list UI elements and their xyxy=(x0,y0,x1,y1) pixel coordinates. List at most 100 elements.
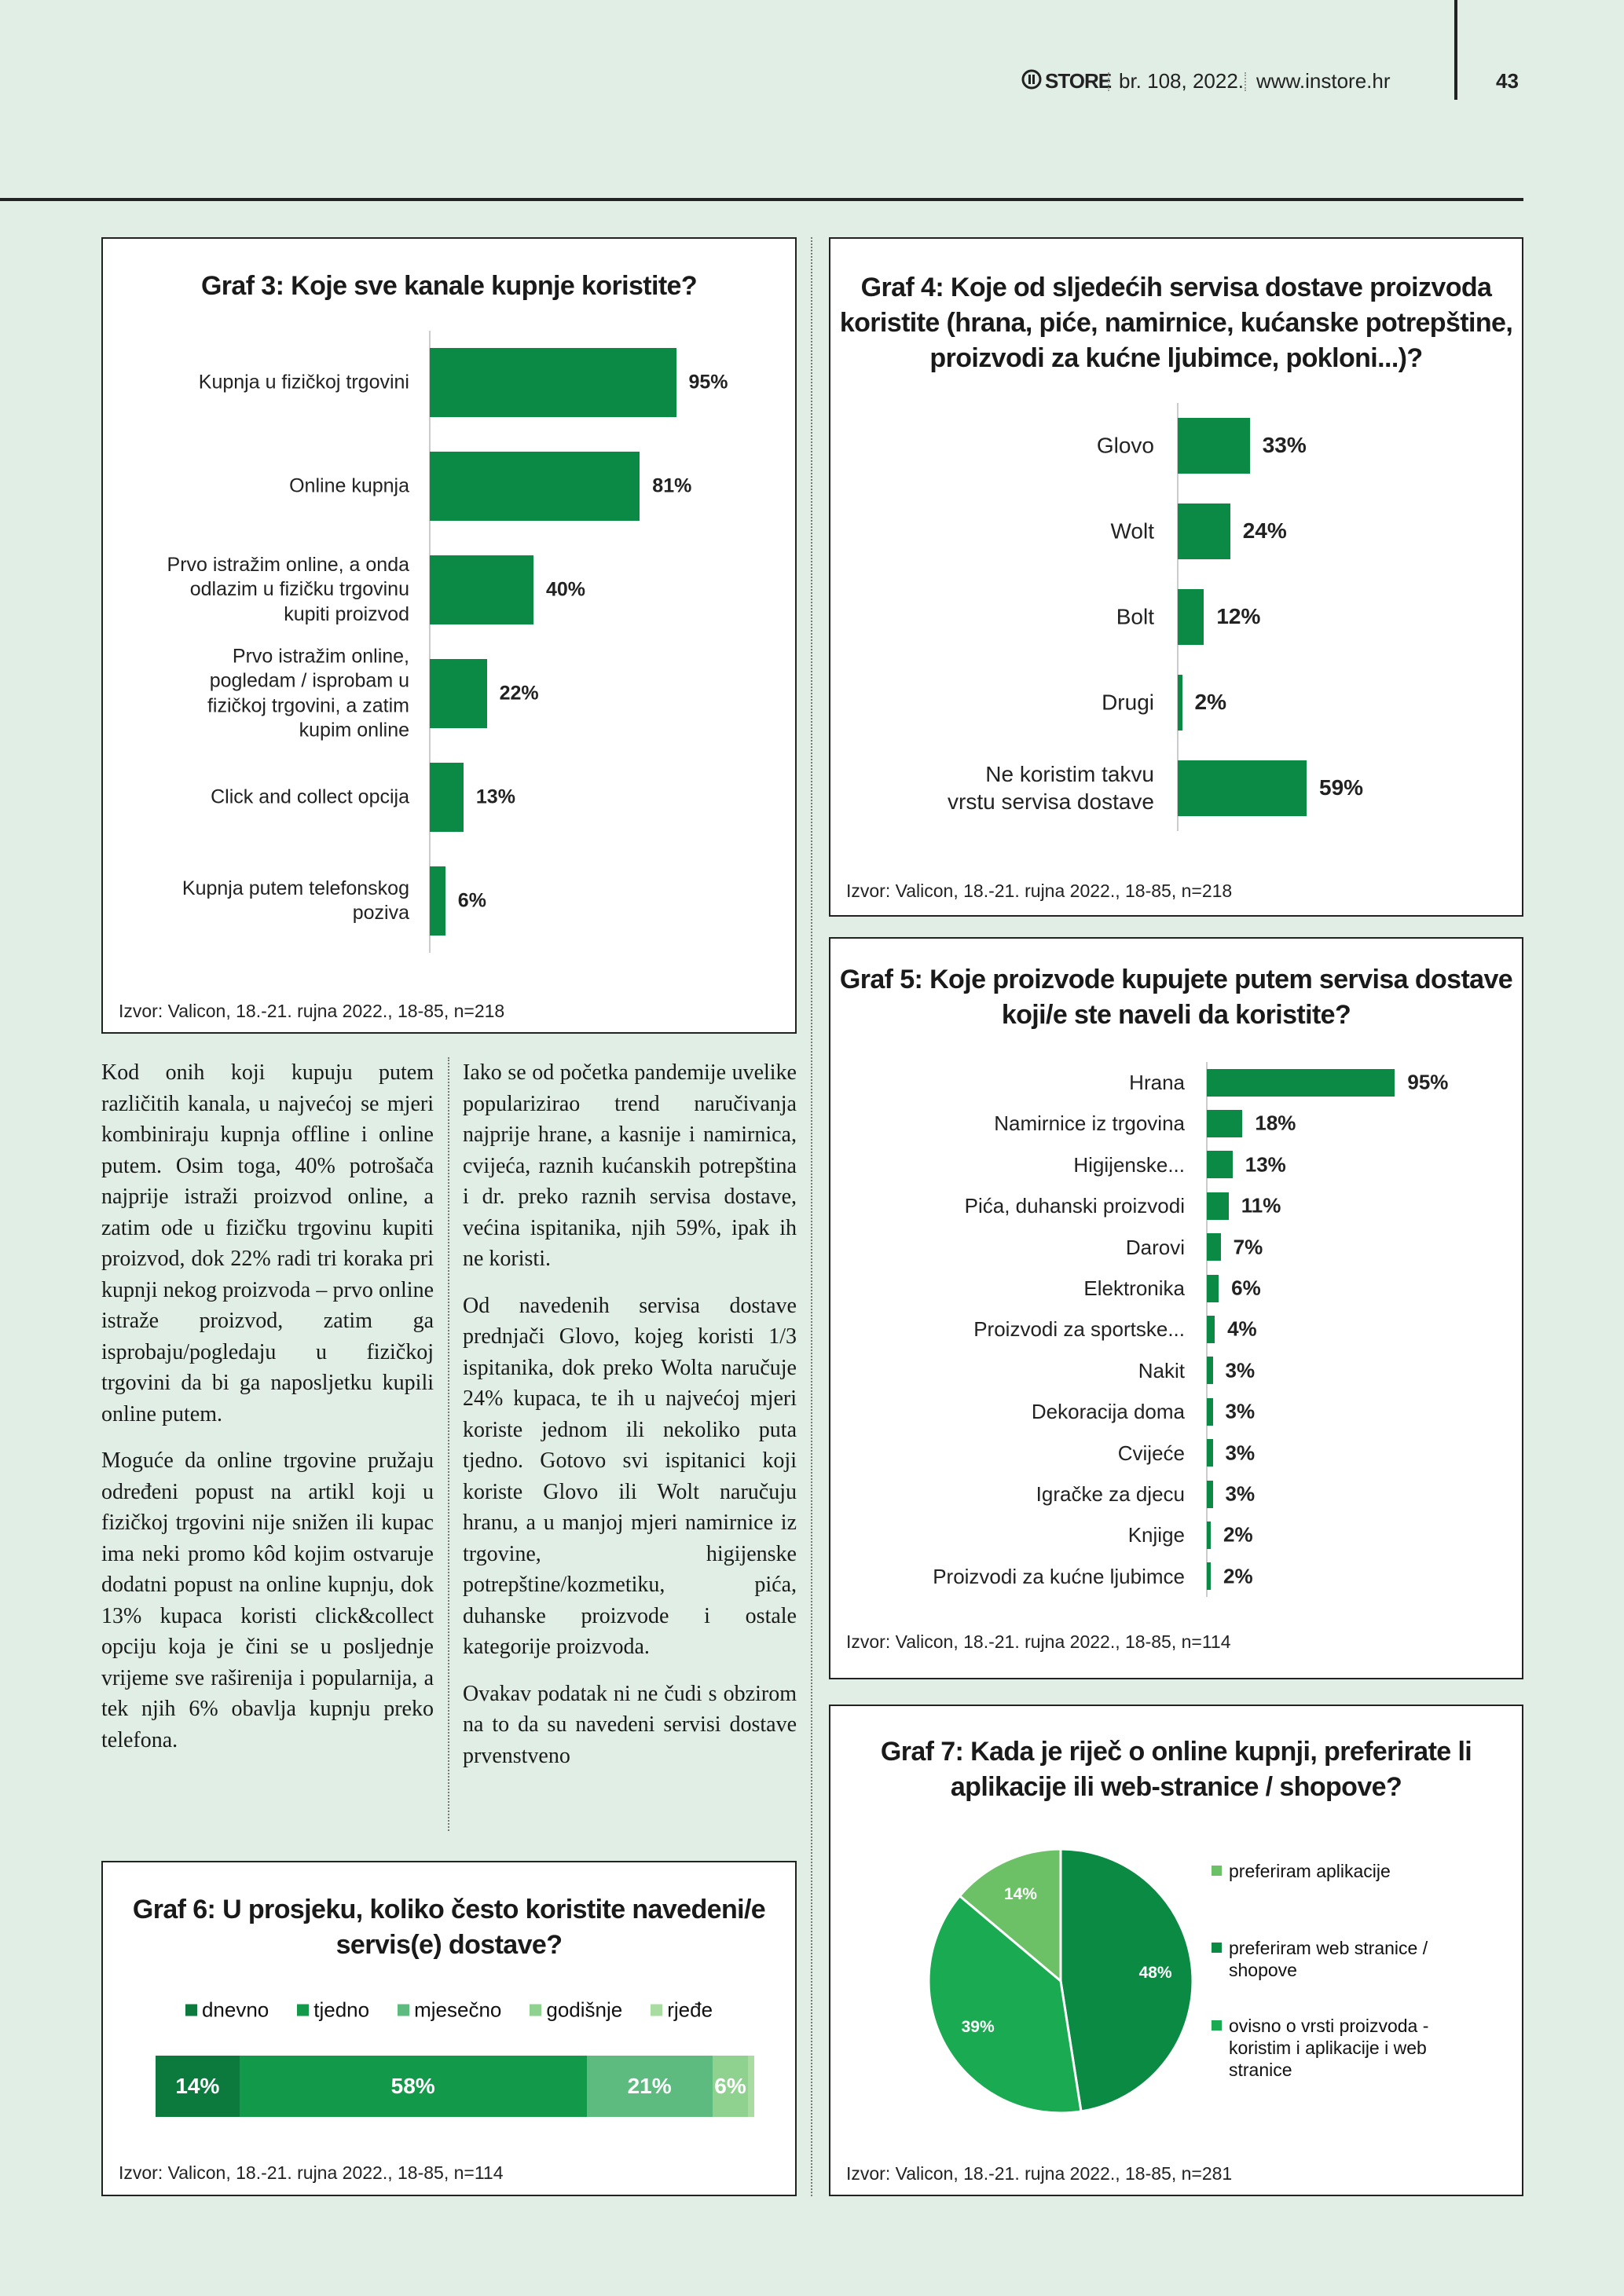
bar xyxy=(430,348,676,417)
bar xyxy=(430,763,464,832)
chart-title: Graf 7: Kada je riječ o online kupnji, p… xyxy=(880,1737,1472,1802)
value-label: 3% xyxy=(1225,1399,1256,1423)
chart-title: Graf 4: Koje od sljedećih servisa dostav… xyxy=(839,273,1513,373)
column-divider xyxy=(448,1057,449,1831)
category-label: Proizvodi za sportske... xyxy=(973,1317,1185,1342)
legend-label: ovisno o vrsti proizvoda - koristim i ap… xyxy=(1229,2016,1429,2080)
category-label: Pića, duhanski proizvodi xyxy=(964,1193,1185,1218)
value-label: 3% xyxy=(1225,1358,1256,1382)
pie-chart: 14% 48% 39% xyxy=(927,1847,1194,2115)
axis-line xyxy=(429,331,431,953)
legend-item: tjedno xyxy=(297,1998,369,2023)
legend-item: dnevno xyxy=(185,1998,269,2023)
legend-label: mjesečno xyxy=(414,1998,502,2022)
bar xyxy=(1207,1357,1213,1385)
legend-label: tjedno xyxy=(313,1998,370,2022)
legend: dnevno tjedno mjesečno godišnje rjeđe xyxy=(103,1998,795,2023)
paragraph: Iako se od početka pandemije uvelike pop… xyxy=(463,1060,797,1271)
value-label: 6% xyxy=(714,2074,746,2098)
category-label: Bolt xyxy=(1116,604,1154,629)
article-column: Iako se od početka pandemije uvelike pop… xyxy=(463,1057,797,1840)
bar xyxy=(1207,1109,1243,1137)
bar xyxy=(430,452,640,521)
bar xyxy=(1207,1397,1213,1426)
value-label: 58% xyxy=(390,2074,435,2098)
value-label: 3% xyxy=(1225,1481,1256,1506)
bar xyxy=(1178,674,1182,731)
value-label: 2% xyxy=(1194,690,1227,714)
legend-label: rjeđe xyxy=(667,1998,713,2022)
value-label: 2% xyxy=(1223,1522,1253,1547)
legend-swatch xyxy=(1212,1943,1222,1953)
separator xyxy=(1108,72,1109,91)
bar xyxy=(1207,1192,1229,1220)
category-label: Prvo istražim online, a onda odlazim u f… xyxy=(167,554,409,625)
slice-label: 48% xyxy=(1139,1964,1172,1982)
category-label: Cvijeće xyxy=(1117,1441,1185,1465)
legend-label: preferiram web stranice / shopove xyxy=(1229,1938,1428,1980)
chart-box: Graf 7: Kada je riječ o online kupnji, p… xyxy=(829,1705,1523,2196)
chart-title: Graf 6: U prosjeku, koliko često koristi… xyxy=(132,1895,766,1960)
value-label: 6% xyxy=(457,889,486,912)
bar-segment xyxy=(239,2056,587,2117)
value-label: 13% xyxy=(475,785,515,808)
chart-title: Graf 5: Koje proizvode kupujete putem se… xyxy=(839,965,1513,1030)
slice-label: 14% xyxy=(1004,1885,1037,1903)
category-label: Igračke za djecu xyxy=(1036,1481,1185,1506)
separator xyxy=(1245,72,1246,91)
slice-label: 39% xyxy=(962,2018,995,2036)
chart-box: Graf 6: U prosjeku, koliko često koristi… xyxy=(101,1861,797,2196)
value-label: 13% xyxy=(1245,1152,1286,1177)
chart-source: Izvor: Valicon, 18.-21. rujna 2022., 18-… xyxy=(846,881,1233,901)
chart-box: Graf 5: Koje proizvode kupujete putem se… xyxy=(829,937,1523,1679)
bar xyxy=(1207,1233,1221,1262)
category-label: Elektronika xyxy=(1083,1276,1185,1300)
category-label: Click and collect opcija xyxy=(211,785,409,808)
legend-swatch xyxy=(530,2004,542,2016)
category-label: Glovo xyxy=(1096,433,1154,458)
legend-label: preferiram aplikacije xyxy=(1229,1861,1391,1881)
paragraph: Od navedenih servisa dostave prednjači G… xyxy=(463,1293,797,1660)
header-rule xyxy=(1454,0,1457,100)
value-label: 6% xyxy=(1231,1276,1261,1300)
bar xyxy=(1178,588,1204,645)
bar-segment xyxy=(748,2056,754,2117)
bar xyxy=(1207,1439,1213,1467)
category-label: Kupnja putem telefonskog poziva xyxy=(181,877,409,924)
bar-segment xyxy=(586,2056,713,2117)
bar xyxy=(1207,1315,1215,1343)
legend-swatch xyxy=(1212,1866,1222,1876)
bar xyxy=(1207,1274,1219,1302)
paragraph: Ovakav podatak ni ne čudi s obzirom na t… xyxy=(463,1681,797,1768)
legend-label: dnevno xyxy=(201,1998,269,2022)
value-label: 24% xyxy=(1242,518,1287,543)
logo-icon xyxy=(1021,69,1042,90)
category-label: Nakit xyxy=(1138,1358,1185,1382)
value-label: 12% xyxy=(1216,604,1261,628)
page-number: 43 xyxy=(1496,69,1519,93)
category-label: Darovi xyxy=(1125,1235,1185,1259)
legend-item: preferiram aplikacije xyxy=(1212,1860,1457,1882)
bar xyxy=(1207,1151,1233,1179)
category-label: Kupnja u fizičkoj trgovini xyxy=(198,371,409,394)
value-label: 95% xyxy=(1407,1070,1449,1094)
bar xyxy=(1178,417,1250,474)
legend-item: ovisno o vrsti proizvoda - koristim i ap… xyxy=(1212,2015,1457,2081)
value-label: 14% xyxy=(175,2074,220,2098)
chart-title: Graf 3: Koje sve kanale kupnje koristite… xyxy=(200,271,698,301)
value-label: 7% xyxy=(1233,1235,1263,1259)
value-label: 21% xyxy=(627,2074,672,2098)
category-label: Proizvodi za kućne ljubimce xyxy=(933,1564,1185,1588)
legend-swatch xyxy=(398,2004,410,2016)
top-rule xyxy=(0,198,1523,201)
category-label: Higijenske... xyxy=(1073,1152,1185,1177)
value-label: 59% xyxy=(1319,775,1364,800)
bar-segment xyxy=(156,2056,240,2117)
pie-slice xyxy=(927,1894,1083,2115)
chart-box: Graf 4: Koje od sljedećih servisa dostav… xyxy=(829,237,1523,917)
chart-source: Izvor: Valicon, 18.-21. rujna 2022., 18-… xyxy=(846,2163,1233,2184)
category-label: Prvo istražim online, pogledam / isproba… xyxy=(207,645,409,742)
bar xyxy=(1207,1521,1212,1549)
value-label: 22% xyxy=(499,682,539,705)
